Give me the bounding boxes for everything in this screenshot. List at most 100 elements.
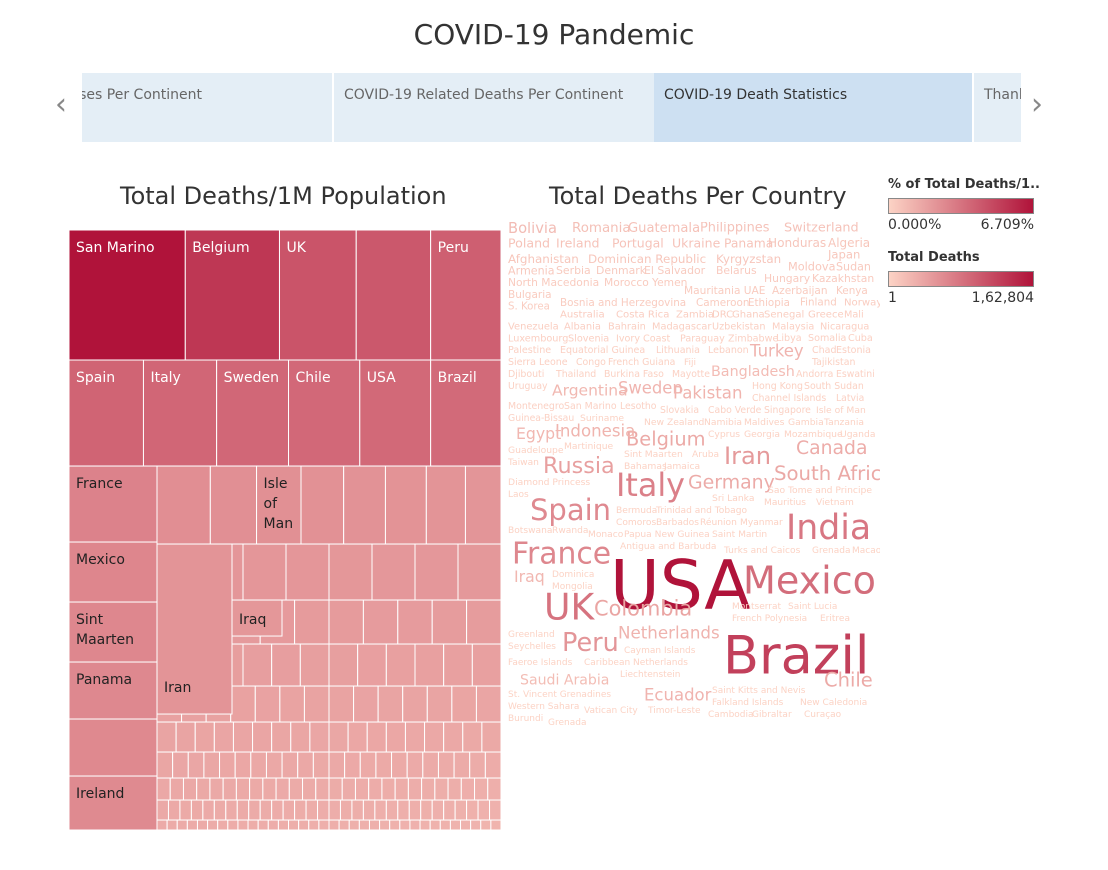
wordcloud-word[interactable]: Panama — [724, 236, 773, 250]
treemap-cell[interactable] — [429, 819, 441, 830]
wordcloud-word[interactable]: Isle of Man — [816, 405, 866, 416]
wordcloud-word[interactable]: Turkey — [749, 341, 804, 360]
wordcloud-word[interactable]: Kenya — [836, 285, 868, 297]
treemap-cell[interactable] — [443, 799, 456, 821]
treemap-cell[interactable] — [237, 819, 249, 830]
wordcloud-word[interactable]: Zimbabwe — [728, 333, 778, 344]
chevron-right-icon[interactable]: › — [1031, 87, 1043, 122]
treemap-cell[interactable] — [426, 685, 453, 723]
treemap-cell[interactable] — [358, 819, 370, 830]
treemap-cell[interactable] — [281, 751, 299, 779]
treemap-cell[interactable] — [297, 751, 314, 779]
treemap-cell[interactable] — [254, 685, 281, 723]
wordcloud-word[interactable]: Jamaica — [663, 461, 700, 472]
wordcloud-word[interactable]: Libya — [776, 333, 802, 344]
wordcloud-word[interactable]: Finland — [800, 297, 837, 309]
treemap-cell[interactable] — [156, 465, 211, 545]
wordcloud-word[interactable]: Mayotte — [672, 369, 710, 380]
treemap-cell[interactable] — [414, 643, 445, 687]
treemap-cell[interactable] — [172, 751, 189, 779]
treemap-cell[interactable] — [256, 465, 302, 545]
treemap-cell[interactable] — [421, 777, 436, 801]
treemap-cell[interactable] — [422, 751, 439, 779]
treemap-cell[interactable] — [397, 799, 410, 821]
treemap-cell[interactable] — [328, 799, 341, 821]
treemap-cell[interactable] — [471, 643, 501, 687]
wordcloud-word[interactable]: Sudan — [836, 260, 871, 273]
wordcloud-word[interactable]: Vatican City — [584, 706, 638, 716]
treemap-cell[interactable] — [466, 799, 479, 821]
wordcloud-word[interactable]: Netherlands — [618, 623, 720, 643]
treemap-cell[interactable] — [69, 230, 186, 361]
wordcloud-word[interactable]: Greenland — [508, 630, 555, 640]
wordcloud-word[interactable]: Ethiopia — [748, 297, 790, 309]
treemap-cell[interactable] — [156, 751, 174, 779]
wordcloud-word[interactable]: Madagascar — [652, 321, 712, 332]
treemap-cell[interactable] — [175, 721, 196, 753]
treemap-cell[interactable] — [328, 599, 364, 645]
treemap-cell[interactable] — [290, 721, 311, 753]
wordcloud-word[interactable]: Macao — [852, 546, 880, 556]
treemap-cell[interactable] — [194, 721, 215, 753]
treemap-cell[interactable] — [267, 819, 279, 830]
wordcloud-word[interactable]: Western Sahara — [508, 702, 579, 712]
wordcloud-word[interactable]: Hungary — [764, 272, 811, 285]
treemap-cell[interactable] — [399, 819, 411, 830]
wordcloud-word[interactable]: Seychelles — [508, 642, 556, 652]
tab-death-statistics[interactable]: COVID-19 Death Statistics — [654, 73, 972, 142]
wordcloud-word[interactable]: Grenada — [812, 546, 850, 556]
treemap-cell[interactable] — [235, 777, 251, 801]
wordcloud-word[interactable]: Cuba — [848, 333, 873, 344]
treemap-cell[interactable] — [460, 777, 476, 801]
wordcloud-word[interactable]: El Salvador — [644, 264, 706, 277]
wordcloud-word[interactable]: Thailand — [555, 369, 596, 380]
wordcloud-word[interactable]: UK — [544, 585, 595, 628]
treemap-cell[interactable] — [179, 799, 192, 821]
treemap-cell[interactable] — [257, 819, 269, 830]
wordcloud-word[interactable]: North Macedonia — [508, 276, 599, 289]
treemap-cell[interactable] — [406, 751, 424, 779]
wordcloud-word[interactable]: Lesotho — [620, 401, 657, 412]
wordcloud-word[interactable]: South Sudan — [804, 381, 864, 392]
wordcloud-word[interactable]: Ghana — [732, 310, 765, 321]
treemap-cell[interactable] — [408, 799, 422, 821]
wordcloud-word[interactable]: DRC — [712, 310, 733, 321]
wordcloud-word[interactable]: French Guiana — [608, 357, 675, 368]
treemap-cell[interactable] — [447, 777, 462, 801]
treemap-cell[interactable] — [69, 718, 158, 777]
treemap-cell[interactable] — [397, 599, 433, 645]
treemap-cell[interactable] — [231, 599, 283, 637]
wordcloud-word[interactable]: Norway — [844, 298, 880, 309]
wordcloud-word[interactable]: Guatemala — [628, 222, 700, 236]
treemap-cell[interactable] — [196, 777, 211, 801]
treemap-cell[interactable] — [294, 799, 307, 821]
treemap-cell[interactable] — [209, 465, 258, 545]
treemap-cell[interactable] — [434, 777, 449, 801]
treemap-cell[interactable] — [69, 359, 144, 467]
treemap-cell[interactable] — [359, 751, 377, 779]
wordcloud-word[interactable]: Sao Tome and Principe — [768, 485, 872, 496]
treemap-cell[interactable] — [328, 751, 346, 779]
wordcloud-word[interactable]: Bolivia — [508, 222, 557, 237]
wordcloud-word[interactable]: Cyprus — [708, 429, 740, 440]
wordcloud-word[interactable]: Bermuda — [616, 506, 657, 516]
wordcloud-word[interactable]: Luxembourg — [508, 333, 568, 344]
treemap-cell[interactable] — [222, 777, 237, 801]
wordcloud-word[interactable]: Lebanon — [708, 345, 749, 356]
wordcloud-word[interactable]: Honduras — [768, 236, 826, 250]
treemap-cell[interactable] — [271, 721, 292, 753]
wordcloud-word[interactable]: Gibraltar — [752, 710, 792, 720]
wordcloud-word[interactable]: Japan — [827, 248, 860, 262]
treemap-cell[interactable] — [362, 599, 399, 645]
wordcloud-word[interactable]: Burundi — [508, 714, 543, 724]
treemap-cell[interactable] — [259, 799, 273, 821]
treemap-cell[interactable] — [213, 799, 227, 821]
treemap-cell[interactable] — [431, 599, 468, 645]
wordcloud-word[interactable]: Albania — [564, 321, 601, 332]
wordcloud-word[interactable]: Turks and Caicos — [723, 546, 801, 556]
treemap-cell[interactable] — [328, 721, 349, 753]
wordcloud-word[interactable]: Poland — [508, 236, 550, 251]
wordcloud-word[interactable]: Comoros — [616, 518, 656, 528]
treemap-cell[interactable] — [169, 777, 184, 801]
wordcloud-word[interactable]: Burkina Faso — [604, 369, 664, 380]
